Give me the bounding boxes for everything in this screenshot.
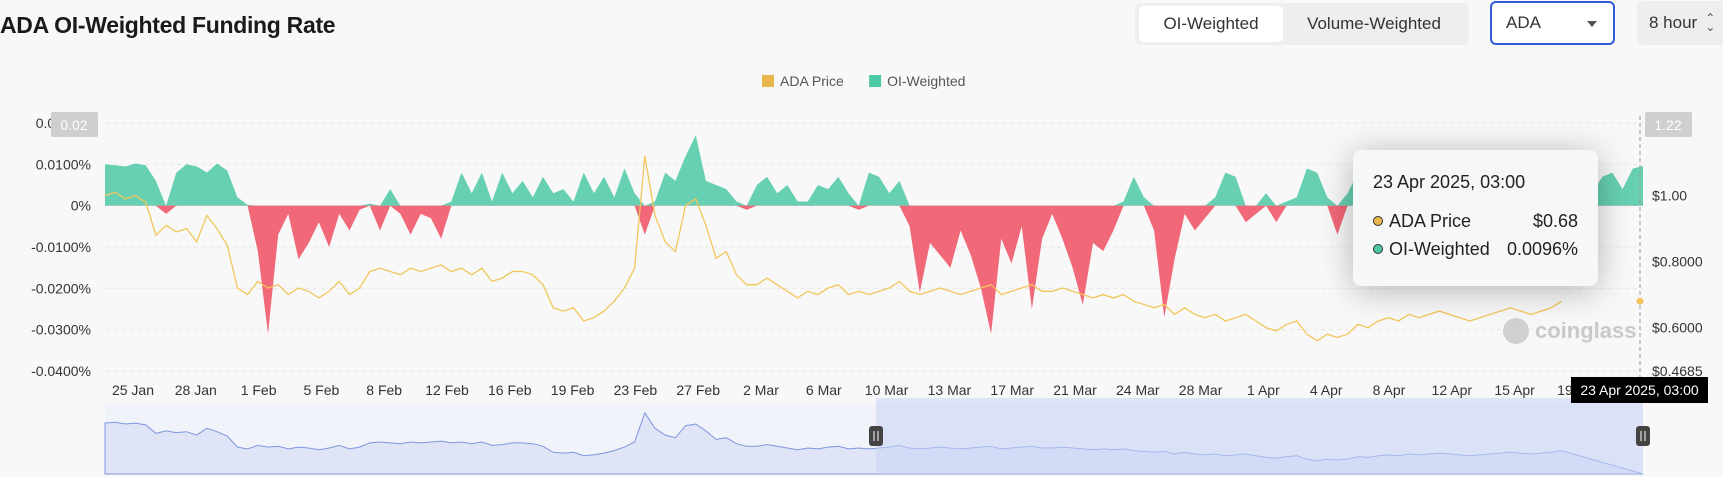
tooltip: 23 Apr 2025, 03:00 ADA Price $0.68 OI-We… — [1353, 150, 1598, 286]
tooltip-row-price: ADA Price $0.68 — [1373, 207, 1578, 235]
y-right-tick-label: $0.4685 — [1652, 363, 1703, 379]
x-tick-label: 16 Feb — [488, 382, 532, 398]
y-left-tick-label: 0% — [71, 198, 91, 214]
interval-select-value: 8 hour — [1649, 13, 1698, 32]
legend-label: OI-Weighted — [887, 73, 965, 89]
x-tick-label: 25 Jan — [112, 382, 154, 398]
tooltip-row-oi: OI-Weighted 0.0096% — [1373, 235, 1578, 263]
x-tick-label: 19 Feb — [551, 382, 595, 398]
crosshair-y-right-label: 1.22 — [1654, 117, 1681, 133]
y-left-tick-label: -0.0200% — [31, 280, 91, 296]
coinglass-logo-icon — [1503, 318, 1529, 344]
x-tick-label: 5 Feb — [303, 382, 339, 398]
page-title: ADA OI-Weighted Funding Rate — [0, 12, 336, 38]
x-tick-label: 2 Mar — [743, 382, 779, 398]
legend: ADA Price OI-Weighted — [762, 73, 965, 89]
y-right-tick-label: $0.8000 — [1652, 254, 1703, 270]
tooltip-value: $0.68 — [1532, 210, 1578, 231]
legend-swatch — [869, 75, 882, 87]
crosshair-y-right-box — [1645, 112, 1692, 137]
up-down-chevron-icon: ⌃ ⌄ — [1705, 11, 1716, 34]
x-tick-label: 23 Feb — [614, 382, 658, 398]
tab-oi-weighted[interactable]: OI-Weighted — [1139, 6, 1283, 42]
x-tick-label: 8 Apr — [1373, 382, 1406, 398]
tooltip-title: 23 Apr 2025, 03:00 — [1373, 172, 1526, 192]
x-tick-label: 24 Mar — [1116, 382, 1160, 398]
crosshair-y-left-label: 0.02 — [60, 117, 87, 133]
crosshair-y-left-box — [51, 112, 98, 137]
tooltip-value: 0.0096% — [1506, 238, 1578, 259]
weighting-toggle: OI-Weighted Volume-Weighted — [1135, 3, 1469, 45]
chevron-down-icon — [1587, 21, 1597, 27]
price-dot-icon — [1373, 216, 1383, 226]
y-left-tick-label: 0.0100% — [36, 156, 91, 172]
interval-select[interactable]: 8 hour ⌃ ⌄ — [1637, 1, 1723, 45]
x-tick-label: 27 Feb — [676, 382, 720, 398]
navigator-right-handle[interactable] — [1636, 426, 1650, 446]
x-tick-label: 12 Feb — [425, 382, 469, 398]
oi-weighted-positive-area — [105, 135, 1643, 206]
x-tick-label: 28 Mar — [1179, 382, 1223, 398]
y-right-tick-label: $1.00 — [1652, 188, 1687, 204]
y-left-tick-label: -0.0100% — [31, 239, 91, 255]
x-tick-label: 13 Mar — [928, 382, 972, 398]
x-tick-label: 15 Apr — [1494, 382, 1535, 398]
ada-price-line — [104, 155, 1562, 342]
watermark: coinglass — [1503, 318, 1636, 344]
range-navigator — [104, 398, 1650, 475]
y-left-tick-label: -0.0300% — [31, 322, 91, 338]
price-hover-point — [1636, 297, 1644, 305]
x-tick-label: 17 Mar — [990, 382, 1034, 398]
x-tick-label: 10 Mar — [865, 382, 909, 398]
tooltip-label: OI-Weighted — [1389, 238, 1490, 259]
legend-label: ADA Price — [780, 73, 844, 89]
legend-swatch — [762, 75, 774, 87]
crosshair-x-label: 23 Apr 2025, 03:00 — [1571, 377, 1708, 403]
symbol-select[interactable]: ADA — [1490, 1, 1615, 45]
watermark-text: coinglass — [1535, 318, 1637, 343]
navigator-left-handle[interactable] — [869, 426, 883, 446]
x-tick-label: 21 Mar — [1053, 382, 1097, 398]
x-tick-label: 1 Apr — [1247, 382, 1280, 398]
x-tick-label: 28 Jan — [175, 382, 217, 398]
y-left-tick-label: -0.0400% — [31, 363, 91, 379]
x-tick-label: 8 Feb — [366, 382, 402, 398]
x-tick-label: 6 Mar — [806, 382, 842, 398]
y-right-tick-label: $0.6000 — [1652, 320, 1703, 336]
x-tick-label: 1 Feb — [241, 382, 277, 398]
x-tick-label: 12 Apr — [1432, 382, 1473, 398]
tab-volume-weighted[interactable]: Volume-Weighted — [1307, 14, 1441, 33]
symbol-select-value: ADA — [1506, 13, 1541, 32]
tooltip-label: ADA Price — [1389, 210, 1472, 231]
navigator-selected-range — [876, 398, 1643, 474]
x-tick-label: 4 Apr — [1310, 382, 1343, 398]
oi-dot-icon — [1373, 244, 1383, 254]
